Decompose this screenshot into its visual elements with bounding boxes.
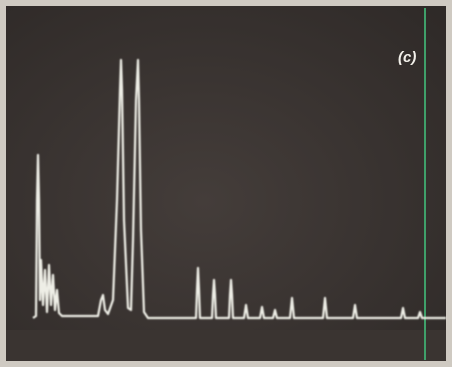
panel-label: (c) [398, 49, 416, 66]
screen-bottom [6, 330, 446, 361]
screen [6, 6, 446, 361]
spectrum-trace [32, 58, 446, 320]
